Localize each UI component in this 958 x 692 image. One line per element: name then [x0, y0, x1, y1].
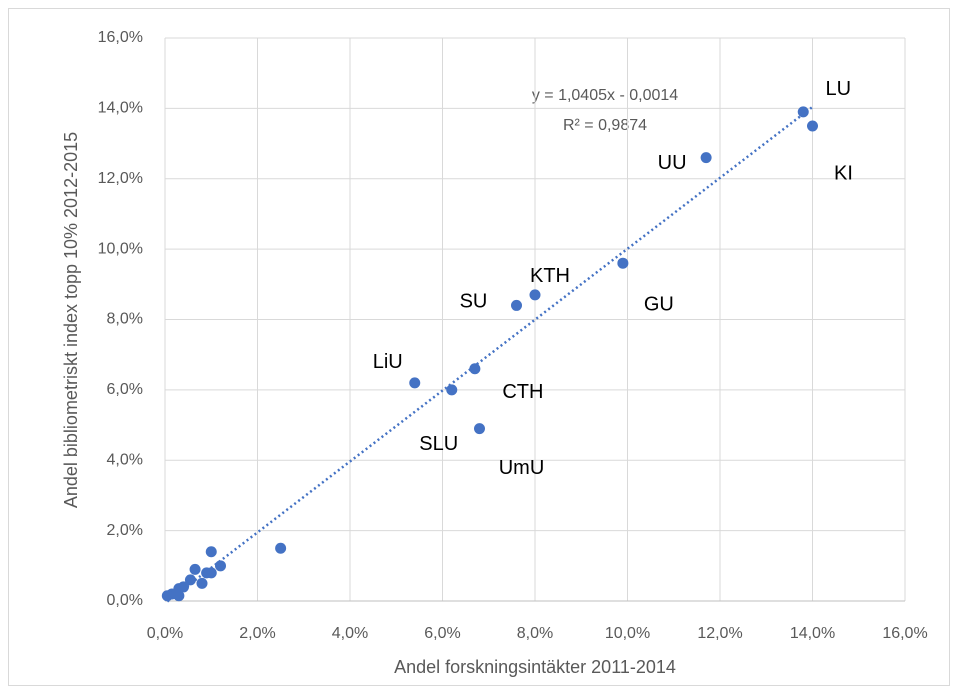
point-label: LU: [825, 78, 851, 100]
y-tick-label: 2,0%: [107, 522, 143, 539]
point: [161, 590, 173, 602]
y-tick-label: 14,0%: [98, 100, 143, 117]
point: [215, 560, 226, 572]
point-label: UU: [658, 152, 687, 174]
x-tick-label: 0,0%: [147, 625, 183, 642]
x-tick-label: 8,0%: [517, 625, 553, 642]
y-tick-label: 12,0%: [98, 170, 143, 187]
trend-equation: y = 1,0405x - 0,0014: [532, 87, 678, 104]
point-label: CTH: [502, 381, 543, 403]
point: [184, 574, 196, 586]
x-tick-label: 14,0%: [790, 625, 835, 642]
x-axis-title: Andel forskningsintäkter 2011-2014: [394, 657, 676, 677]
point: [617, 257, 629, 269]
x-tick-label: 12,0%: [697, 625, 742, 642]
x-tick-label: 6,0%: [424, 625, 460, 642]
point-label: KI: [834, 162, 853, 184]
y-tick-label: 8,0%: [107, 311, 143, 328]
point: [205, 546, 217, 558]
x-tick-label: 16,0%: [882, 625, 927, 642]
point: [797, 106, 809, 118]
trendline: [166, 105, 814, 603]
point: [807, 120, 818, 132]
point: [196, 577, 208, 589]
point-label: SU: [460, 291, 488, 313]
x-tick-label: 2,0%: [239, 625, 275, 642]
y-tick-label: 6,0%: [107, 381, 143, 398]
point-label: SLU: [419, 433, 458, 455]
r-squared: R² = 0,9874: [563, 117, 647, 134]
point-label: KTH: [530, 265, 570, 287]
point-label: GU: [644, 293, 674, 315]
y-axis-title: Andel bibliometriskt index topp 10% 2012…: [61, 132, 81, 508]
point: [446, 384, 458, 396]
y-tick-label: 10,0%: [98, 240, 143, 257]
point: [205, 567, 217, 579]
point-label: LiU: [373, 351, 403, 373]
point: [529, 289, 541, 301]
y-tick-label: 0,0%: [107, 592, 143, 609]
point: [171, 588, 183, 600]
point-label: UmU: [499, 457, 545, 479]
x-tick-label: 10,0%: [605, 625, 650, 642]
point: [409, 377, 421, 389]
point: [469, 363, 481, 375]
point: [189, 563, 201, 575]
x-tick-label: 4,0%: [332, 625, 368, 642]
y-tick-label: 16,0%: [98, 29, 143, 46]
point: [511, 299, 522, 311]
point: [474, 423, 485, 435]
point: [700, 152, 712, 164]
y-tick-label: 4,0%: [107, 451, 143, 468]
point: [275, 542, 287, 554]
